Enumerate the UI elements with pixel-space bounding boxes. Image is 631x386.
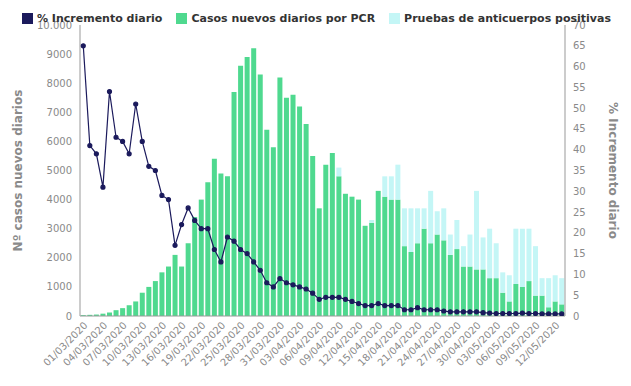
svg-text:40: 40	[573, 144, 586, 155]
svg-text:35: 35	[573, 165, 586, 176]
svg-text:1000: 1000	[47, 281, 72, 292]
svg-text:0: 0	[573, 311, 579, 322]
svg-text:60: 60	[573, 61, 586, 72]
svg-text:25: 25	[573, 207, 586, 218]
svg-text:Nº casos nuevos diarios: Nº casos nuevos diarios	[11, 90, 25, 252]
svg-text:5: 5	[573, 290, 579, 301]
svg-text:65: 65	[573, 40, 586, 51]
svg-text:70: 70	[573, 20, 586, 31]
svg-text:% Incremento diario: % Incremento diario	[606, 102, 620, 239]
svg-text:10: 10	[573, 269, 586, 280]
svg-text:30: 30	[573, 186, 586, 197]
svg-text:12/05/2020: 12/05/2020	[513, 320, 562, 369]
svg-text:8000: 8000	[47, 78, 72, 89]
svg-text:15: 15	[573, 248, 586, 259]
svg-text:55: 55	[573, 82, 586, 93]
svg-text:4000: 4000	[47, 194, 72, 205]
svg-text:6000: 6000	[47, 136, 72, 147]
svg-text:20: 20	[573, 227, 586, 238]
svg-text:50: 50	[573, 103, 586, 114]
svg-text:0: 0	[66, 311, 72, 322]
svg-text:5000: 5000	[47, 165, 72, 176]
svg-text:9000: 9000	[47, 49, 72, 60]
svg-text:3000: 3000	[47, 223, 72, 234]
svg-text:2000: 2000	[47, 252, 72, 263]
svg-text:45: 45	[573, 123, 586, 134]
svg-text:10.000: 10.000	[37, 20, 72, 31]
svg-text:7000: 7000	[47, 107, 72, 118]
